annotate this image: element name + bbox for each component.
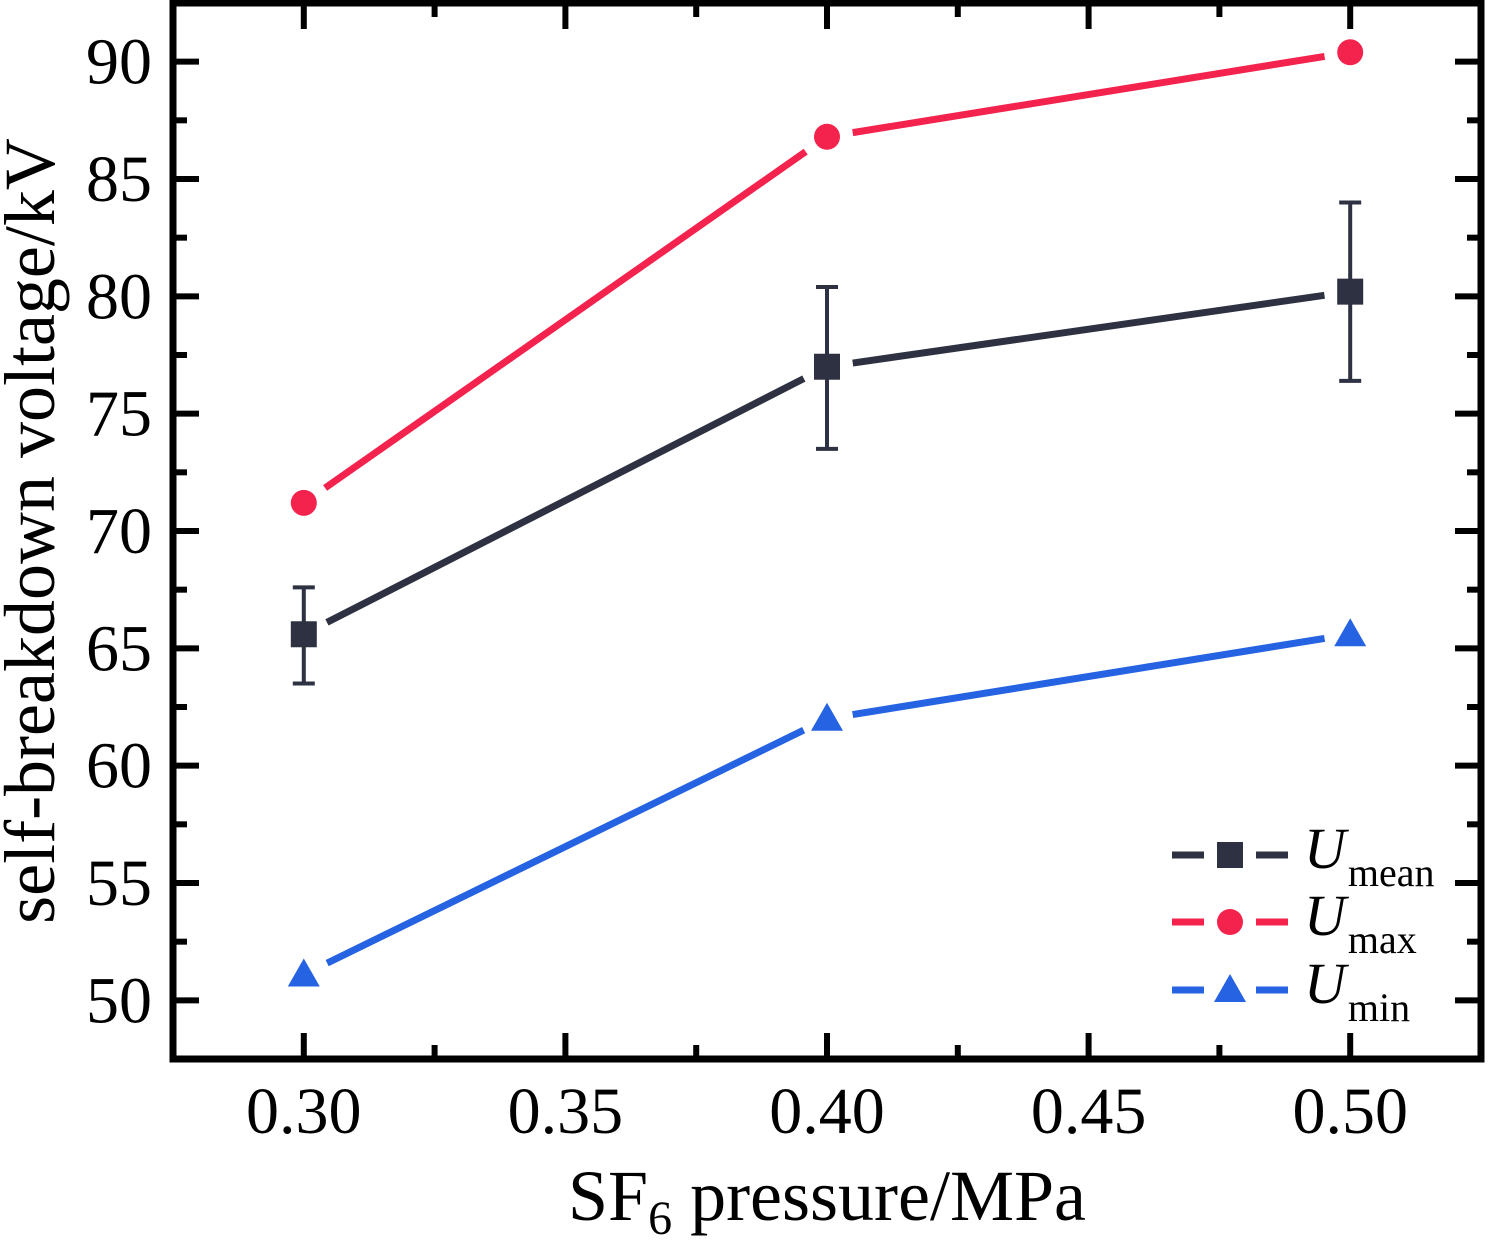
series-umax xyxy=(290,39,1364,516)
legend-item-umean: Umean xyxy=(1172,816,1435,895)
y-tick-label: 65 xyxy=(86,612,152,685)
series-line-umean xyxy=(852,291,1325,367)
data-point-umax-1 xyxy=(814,123,840,150)
y-tick-label: 55 xyxy=(86,847,152,920)
y-tick-label: 70 xyxy=(86,495,152,568)
legend-marker-square-icon xyxy=(1217,842,1243,868)
series-line-umin xyxy=(325,727,806,967)
y-tick-label: 75 xyxy=(86,378,152,451)
legend-label-umin: Umin xyxy=(1304,951,1410,1030)
legend-label-umean: Umean xyxy=(1304,816,1435,895)
legend-marker-triangle-icon xyxy=(1214,974,1246,1002)
series-umin xyxy=(287,618,1367,987)
x-tick-label: 0.30 xyxy=(246,1075,362,1148)
y-tick-label: 85 xyxy=(86,143,152,216)
data-point-umean-1 xyxy=(814,353,840,380)
y-tick-label: 50 xyxy=(86,964,152,1037)
x-tick-label: 0.45 xyxy=(1031,1075,1147,1148)
x-tick-label: 0.35 xyxy=(508,1075,624,1148)
data-point-umax-2 xyxy=(1337,39,1364,66)
plot-frame xyxy=(169,0,1485,1063)
data-point-umin-0 xyxy=(287,958,320,987)
series-umean xyxy=(290,200,1364,686)
data-point-umax-0 xyxy=(290,489,317,516)
series-line-umax xyxy=(323,148,808,491)
y-tick-label: 60 xyxy=(86,730,152,803)
series-line-umean xyxy=(325,375,806,626)
y-axis-title: self-breakdown voltage/kV xyxy=(0,138,70,924)
data-point-umean-2 xyxy=(1337,278,1364,305)
axis-ticks xyxy=(173,3,1481,1059)
x-axis-title: SF6 pressure/MPa xyxy=(568,1156,1086,1241)
x-tick-label: 0.40 xyxy=(769,1075,885,1148)
legend-item-umax: Umax xyxy=(1172,883,1417,962)
x-tick-label: 0.50 xyxy=(1292,1075,1408,1148)
series-line-umax xyxy=(852,52,1326,137)
data-point-umean-0 xyxy=(290,621,317,648)
data-point-umin-1 xyxy=(811,702,843,731)
data-point-umin-2 xyxy=(1334,618,1367,647)
legend-label-umax: Umax xyxy=(1304,883,1417,962)
y-tick-label: 80 xyxy=(86,260,152,333)
y-tick-label: 90 xyxy=(86,26,152,99)
legend-item-umin: Umin xyxy=(1172,951,1410,1030)
error-bars-umean xyxy=(292,200,1362,686)
series-line-umin xyxy=(852,634,1326,719)
legend-marker-circle-icon xyxy=(1217,909,1243,935)
